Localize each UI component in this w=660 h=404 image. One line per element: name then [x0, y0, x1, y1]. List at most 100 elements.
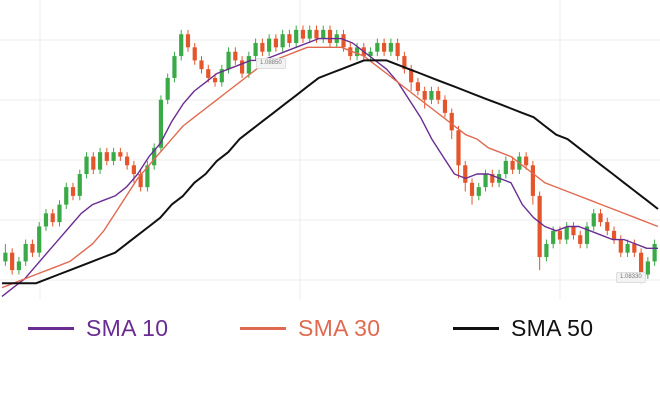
- legend-swatch-sma-50: [453, 326, 499, 330]
- candle: [375, 38, 380, 57]
- candle-body: [625, 243, 630, 253]
- candle-body: [530, 165, 535, 196]
- candle: [64, 182, 69, 209]
- candle: [37, 222, 42, 258]
- candle-body: [598, 213, 603, 223]
- candle: [30, 239, 35, 258]
- candle-body: [294, 29, 299, 43]
- candle-body: [348, 47, 353, 57]
- candle-body: [503, 160, 508, 175]
- candle: [307, 25, 312, 43]
- candle-body: [605, 222, 610, 231]
- candle: [429, 86, 434, 105]
- candle-body: [564, 226, 569, 240]
- candle: [618, 235, 623, 258]
- candle-body: [260, 42, 265, 52]
- candle: [564, 222, 569, 244]
- candle-body: [456, 130, 461, 166]
- candle-body: [233, 51, 238, 61]
- candle-body: [206, 69, 211, 78]
- candle-body: [131, 165, 136, 175]
- candle-body: [449, 112, 454, 131]
- candle: [524, 152, 529, 170]
- candle-body: [179, 34, 184, 57]
- candle: [185, 29, 191, 52]
- candle: [165, 73, 170, 105]
- candle: [77, 169, 82, 201]
- candle-body: [70, 187, 76, 196]
- candle-body: [111, 152, 116, 161]
- candle: [490, 169, 495, 188]
- candle-body: [571, 226, 576, 236]
- candle: [273, 34, 278, 52]
- candle-body: [185, 34, 191, 48]
- candle: [632, 239, 637, 258]
- candle-body: [267, 38, 272, 52]
- candle-body: [395, 42, 400, 57]
- candle-body: [632, 243, 637, 253]
- price-label-low: 1.08330: [616, 272, 646, 283]
- candle-body: [341, 34, 346, 48]
- candle-body: [287, 34, 292, 43]
- candle-body: [192, 47, 197, 61]
- candle-body: [652, 243, 657, 262]
- candle: [118, 147, 123, 161]
- candle-body: [409, 69, 414, 83]
- candle: [611, 226, 617, 244]
- candle-body: [638, 252, 644, 275]
- candle-body: [165, 77, 170, 100]
- candle: [97, 147, 103, 175]
- candle-body: [219, 69, 224, 83]
- candle: [652, 239, 657, 266]
- candle-body: [544, 243, 549, 258]
- candle-body: [50, 213, 55, 223]
- candle: [456, 125, 461, 179]
- candle: [503, 156, 508, 179]
- candle: [10, 248, 15, 275]
- series-line-sma-30: [1, 46, 659, 289]
- candle: [287, 29, 292, 48]
- candle: [91, 152, 96, 175]
- legend-item-sma-50: SMA 50: [453, 306, 593, 350]
- series-line-sma-50: [2, 59, 659, 285]
- candle: [510, 156, 515, 175]
- candle-body: [422, 91, 427, 100]
- candle-body: [490, 174, 495, 183]
- candle: [125, 152, 130, 170]
- candle: [3, 243, 8, 266]
- candle: [584, 222, 590, 249]
- candle-body: [23, 243, 28, 262]
- candle-body: [578, 235, 583, 244]
- candle: [382, 38, 387, 57]
- series-line-sma-10: [1, 37, 658, 297]
- candle-body: [104, 152, 109, 161]
- candle: [219, 64, 224, 87]
- candle-body: [557, 230, 563, 240]
- candle: [253, 38, 258, 61]
- candle: [327, 25, 333, 48]
- candle: [145, 160, 150, 192]
- candle-body: [618, 239, 623, 253]
- candle-body: [483, 174, 488, 188]
- candle-body: [402, 56, 407, 70]
- candle: [415, 77, 421, 96]
- candle: [530, 160, 535, 205]
- candle-body: [30, 243, 35, 253]
- candle: [138, 169, 143, 192]
- legend-swatch-sma-10: [28, 326, 74, 330]
- candle: [233, 47, 238, 65]
- price-label-high: 1.08850: [256, 58, 286, 69]
- candle-body: [84, 156, 89, 175]
- candle-body: [537, 195, 542, 258]
- candle-body: [226, 51, 231, 70]
- candle-body: [300, 29, 306, 39]
- candle-body: [145, 165, 150, 188]
- candle: [57, 200, 62, 227]
- candle: [544, 239, 549, 262]
- candle: [104, 147, 109, 166]
- candle-body: [37, 226, 42, 253]
- candle-body: [436, 91, 441, 100]
- candle-body: [3, 252, 8, 262]
- candle: [152, 143, 157, 170]
- candle: [260, 38, 265, 57]
